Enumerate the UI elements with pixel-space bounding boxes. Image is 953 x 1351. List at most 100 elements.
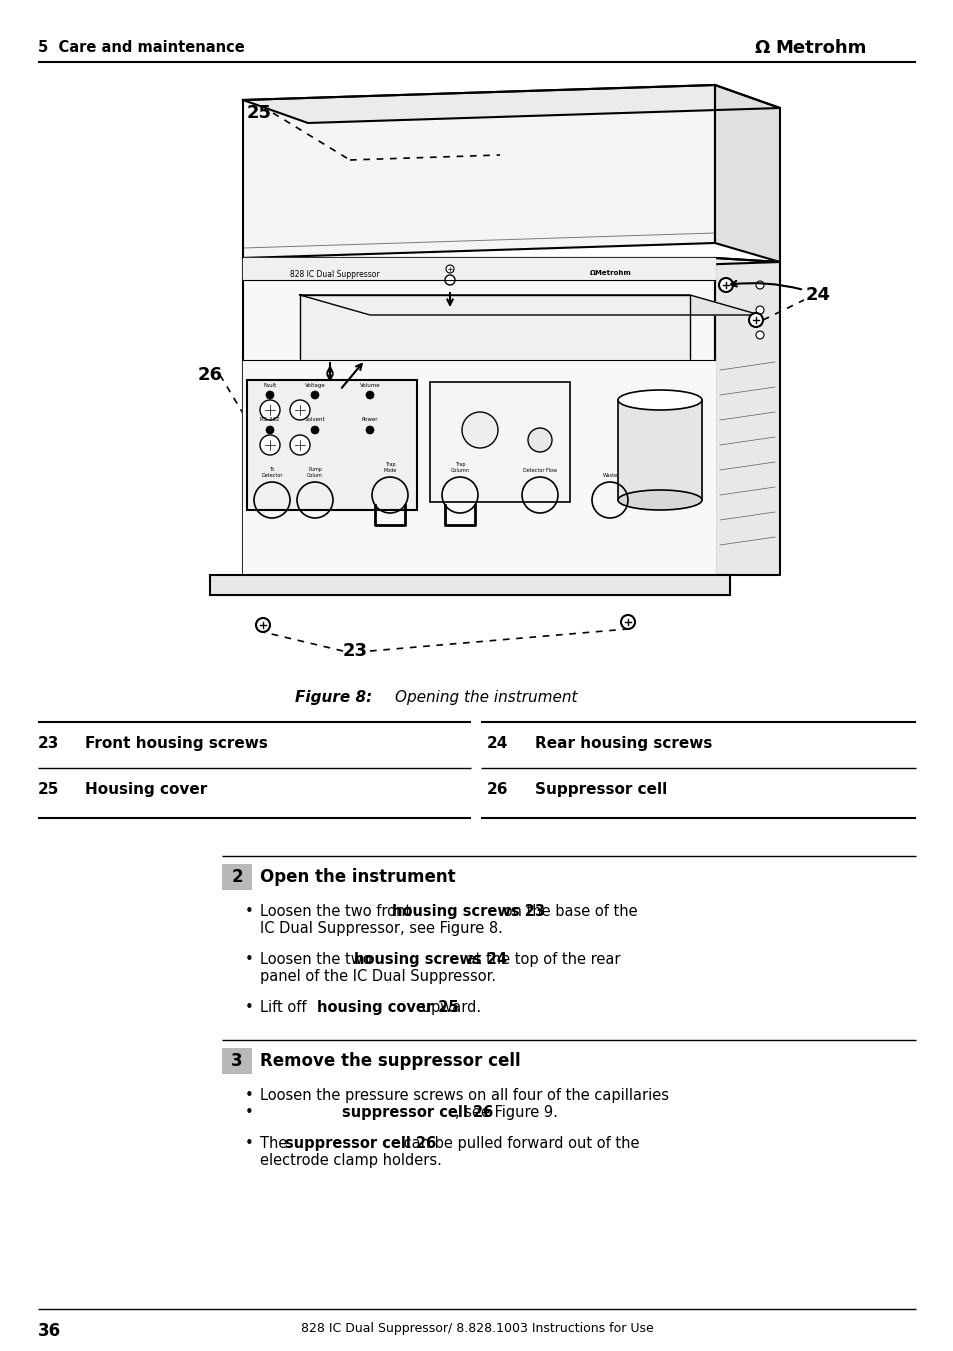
Circle shape [620, 615, 635, 630]
Polygon shape [210, 576, 729, 594]
Text: •: • [245, 1088, 253, 1102]
Polygon shape [243, 258, 714, 576]
Text: Power: Power [361, 417, 377, 422]
Text: on the base of the: on the base of the [498, 904, 638, 919]
Text: housing screws 24: housing screws 24 [355, 952, 507, 967]
Text: 828 IC Dual Suppressor/ 8.828.1003 Instructions for Use: 828 IC Dual Suppressor/ 8.828.1003 Instr… [300, 1323, 653, 1335]
Polygon shape [243, 258, 780, 278]
Text: Figure 8:: Figure 8: [294, 690, 372, 705]
Text: 24: 24 [805, 286, 830, 304]
Text: 5  Care and maintenance: 5 Care and maintenance [38, 41, 245, 55]
Circle shape [527, 428, 552, 453]
Text: Voltage: Voltage [304, 382, 325, 388]
Text: •: • [245, 1136, 253, 1151]
Text: •: • [245, 952, 253, 967]
Text: Volume: Volume [359, 382, 380, 388]
Text: 828 IC Dual Suppressor: 828 IC Dual Suppressor [290, 270, 379, 280]
Text: 25: 25 [247, 104, 272, 122]
Ellipse shape [618, 390, 701, 409]
Text: The: The [260, 1136, 292, 1151]
Circle shape [255, 617, 270, 632]
Circle shape [748, 313, 762, 327]
Text: Fault: Fault [263, 382, 276, 388]
Circle shape [444, 276, 455, 285]
Text: Loosen the two: Loosen the two [260, 952, 375, 967]
Text: 36: 36 [38, 1323, 61, 1340]
Text: 23: 23 [343, 642, 368, 661]
Text: Rear housing screws: Rear housing screws [535, 736, 712, 751]
Circle shape [311, 390, 318, 399]
Text: Opening the instrument: Opening the instrument [395, 690, 577, 705]
Text: at the top of the rear: at the top of the rear [461, 952, 619, 967]
Text: 23: 23 [38, 736, 59, 751]
Text: Front housing screws: Front housing screws [85, 736, 268, 751]
Text: 26: 26 [198, 366, 223, 384]
Text: Suppressor cell: Suppressor cell [535, 782, 666, 797]
Text: Trap
Mode: Trap Mode [383, 462, 396, 473]
Text: Pump
Colum: Pump Colum [307, 467, 322, 478]
Text: upward.: upward. [417, 1000, 481, 1015]
Text: Trap
Column: Trap Column [450, 462, 469, 473]
Text: 26: 26 [486, 782, 508, 797]
Text: Loosen the two front: Loosen the two front [260, 904, 416, 919]
Text: , see Figure 9.: , see Figure 9. [455, 1105, 558, 1120]
Circle shape [366, 426, 374, 434]
Polygon shape [243, 85, 780, 123]
Text: Metrohm: Metrohm [774, 39, 865, 57]
Bar [247, 380, 416, 509]
Text: electrode clamp holders.: electrode clamp holders. [260, 1152, 441, 1169]
Polygon shape [299, 295, 689, 394]
Circle shape [755, 331, 763, 339]
Ellipse shape [618, 490, 701, 509]
Text: 2: 2 [231, 867, 243, 886]
Text: 3: 3 [231, 1052, 243, 1070]
Text: suppressor cell 26: suppressor cell 26 [341, 1105, 493, 1120]
Circle shape [266, 390, 274, 399]
Polygon shape [243, 85, 714, 258]
Text: IC Dual Suppressor, see Figure 8.: IC Dual Suppressor, see Figure 8. [260, 921, 502, 936]
Text: housing screws 23: housing screws 23 [392, 904, 545, 919]
Text: Lift off: Lift off [260, 1000, 311, 1015]
Text: •: • [245, 904, 253, 919]
Circle shape [446, 265, 454, 273]
Text: To
Detector: To Detector [261, 467, 282, 478]
Text: ΩMetrohm: ΩMetrohm [589, 270, 631, 276]
Circle shape [366, 390, 374, 399]
Text: •: • [245, 1000, 253, 1015]
Text: 24: 24 [486, 736, 508, 751]
Text: 25: 25 [38, 782, 59, 797]
Polygon shape [618, 400, 701, 500]
Circle shape [290, 435, 310, 455]
Circle shape [755, 305, 763, 313]
Circle shape [311, 426, 318, 434]
Text: Housing cover: Housing cover [85, 782, 207, 797]
Bar [222, 1048, 252, 1074]
Text: Waste: Waste [601, 473, 617, 478]
Polygon shape [714, 85, 780, 262]
Circle shape [461, 412, 497, 449]
Polygon shape [299, 295, 760, 315]
Circle shape [755, 281, 763, 289]
Text: can be pulled forward out of the: can be pulled forward out of the [398, 1136, 639, 1151]
Polygon shape [243, 359, 714, 576]
Text: Remove the suppressor cell: Remove the suppressor cell [260, 1052, 520, 1070]
Text: •: • [245, 1105, 253, 1120]
Text: Detector Flow: Detector Flow [522, 467, 557, 473]
Circle shape [260, 435, 280, 455]
Circle shape [290, 400, 310, 420]
Bar [430, 382, 569, 503]
Circle shape [719, 278, 732, 292]
Text: Loosen the pressure screws on all four of the capillaries: Loosen the pressure screws on all four o… [260, 1088, 668, 1102]
Text: Open the instrument: Open the instrument [260, 867, 456, 886]
Text: housing cover 25: housing cover 25 [316, 1000, 457, 1015]
Circle shape [266, 426, 274, 434]
Polygon shape [243, 258, 714, 280]
Text: panel of the IC Dual Suppressor.: panel of the IC Dual Suppressor. [260, 969, 496, 984]
Polygon shape [714, 258, 780, 576]
Text: Solvent: Solvent [304, 417, 325, 422]
Circle shape [260, 400, 280, 420]
Text: suppressor cell 26: suppressor cell 26 [285, 1136, 436, 1151]
Text: RS 232: RS 232 [260, 417, 279, 422]
Text: Ω: Ω [754, 39, 770, 57]
Bar [222, 865, 252, 890]
